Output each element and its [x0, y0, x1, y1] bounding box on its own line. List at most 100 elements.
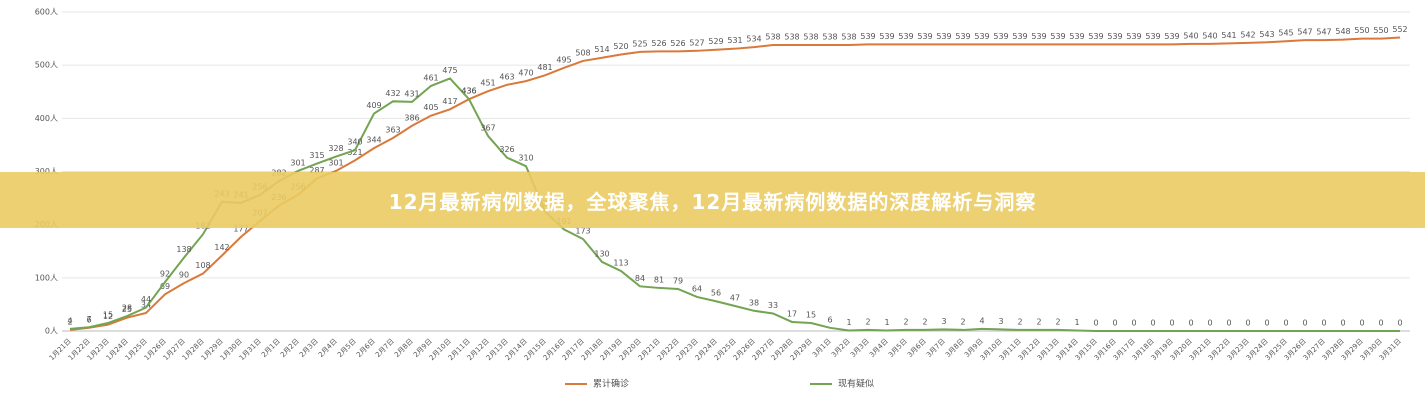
x-tick-label: 2月5日	[336, 337, 358, 359]
x-tick-label: 2月4日	[317, 337, 339, 359]
data-label: 90	[179, 271, 189, 280]
data-label: 7	[86, 315, 91, 324]
data-label: 0	[1340, 319, 1345, 328]
data-label: 539	[898, 32, 913, 41]
data-label: 328	[328, 144, 343, 153]
data-label: 33	[768, 301, 778, 310]
data-label: 340	[347, 138, 362, 147]
data-label: 363	[385, 126, 400, 135]
data-label: 547	[1297, 28, 1312, 37]
x-tick-label: 3月1日	[811, 337, 833, 359]
data-label: 542	[1240, 30, 1255, 39]
data-label: 539	[1107, 32, 1122, 41]
data-label: 0	[1188, 319, 1193, 328]
data-label: 321	[347, 148, 362, 157]
data-label: 0	[1131, 319, 1136, 328]
x-tick-label: 2月2日	[279, 337, 301, 359]
data-label: 2	[903, 317, 908, 326]
data-label: 481	[537, 63, 552, 72]
data-label: 84	[635, 274, 645, 283]
data-label: 2	[1017, 317, 1022, 326]
data-label: 0	[1093, 319, 1098, 328]
data-label: 526	[670, 39, 685, 48]
data-label: 6	[86, 315, 91, 324]
banner-title: 12月最新病例数据，全球聚焦，12月最新病例数据的深度解析与洞察	[0, 172, 1425, 228]
data-label: 1	[846, 318, 851, 327]
data-label: 539	[1012, 32, 1027, 41]
data-label: 130	[594, 249, 609, 258]
data-label: 34	[141, 300, 151, 309]
data-label: 539	[1088, 32, 1103, 41]
data-label: 461	[423, 73, 438, 82]
data-label: 177	[233, 224, 248, 233]
x-tick-label: 3月5日	[887, 337, 909, 359]
x-tick-label: 2月1日	[260, 337, 282, 359]
data-label: 0	[1283, 319, 1288, 328]
data-label: 1	[1074, 318, 1079, 327]
data-label: 0	[1169, 319, 1174, 328]
data-label: 0	[1112, 319, 1117, 328]
data-label: 539	[936, 32, 951, 41]
y-tick-label: 100人	[35, 273, 58, 282]
data-label: 79	[673, 276, 683, 285]
data-label: 12	[103, 312, 113, 321]
x-tick-label: 2月6日	[355, 337, 377, 359]
legend-label: 累计确诊	[593, 378, 629, 390]
data-label: 56	[711, 289, 721, 298]
data-label: 540	[1202, 31, 1217, 40]
data-label: 25	[122, 305, 132, 314]
data-label: 81	[654, 275, 664, 284]
data-label: 539	[955, 32, 970, 41]
data-label: 520	[613, 42, 628, 51]
data-label: 0	[1397, 319, 1402, 328]
data-label: 386	[404, 113, 419, 122]
data-label: 287	[309, 166, 324, 175]
data-label: 548	[1335, 27, 1350, 36]
data-label: 540	[1183, 31, 1198, 40]
data-label: 405	[423, 103, 438, 112]
data-label: 310	[518, 154, 533, 163]
data-label: 539	[1145, 32, 1160, 41]
data-label: 38	[749, 298, 759, 307]
data-label: 4	[979, 316, 984, 325]
data-label: 3	[998, 317, 1003, 326]
x-tick-label: 2月8日	[393, 337, 415, 359]
data-label: 0	[1264, 319, 1269, 328]
data-label: 0	[1302, 319, 1307, 328]
data-label: 432	[385, 89, 400, 98]
data-label: 538	[841, 32, 856, 41]
data-label: 44	[141, 295, 151, 304]
data-label: 538	[765, 32, 780, 41]
data-label: 550	[1373, 26, 1388, 35]
data-label: 508	[575, 48, 590, 57]
data-label: 552	[1392, 25, 1407, 34]
data-label: 539	[860, 32, 875, 41]
data-label: 6	[827, 315, 832, 324]
data-label: 538	[803, 32, 818, 41]
data-label: 538	[784, 32, 799, 41]
data-label: 142	[214, 243, 229, 252]
data-label: 475	[442, 66, 457, 75]
data-label: 3	[941, 317, 946, 326]
x-tick-label: 3月6日	[906, 337, 928, 359]
x-tick-label: 3月7日	[925, 337, 947, 359]
legend-label: 现有疑似	[838, 378, 874, 390]
data-label: 1	[884, 318, 889, 327]
data-label: 2	[1055, 317, 1060, 326]
data-label: 539	[879, 32, 894, 41]
data-label: 541	[1221, 31, 1236, 40]
data-label: 108	[195, 261, 210, 270]
y-tick-label: 300人	[35, 167, 58, 176]
data-label: 367	[480, 123, 495, 132]
y-tick-label: 600人	[35, 8, 58, 17]
data-label: 526	[651, 39, 666, 48]
data-label: 315	[309, 151, 324, 160]
data-label: 539	[974, 32, 989, 41]
data-label: 28	[122, 304, 132, 313]
x-tick-label: 2月3日	[298, 337, 320, 359]
data-label: 301	[328, 158, 343, 167]
data-label: 495	[556, 55, 571, 64]
data-label: 138	[176, 245, 191, 254]
x-tick-label: 3月2日	[830, 337, 852, 359]
